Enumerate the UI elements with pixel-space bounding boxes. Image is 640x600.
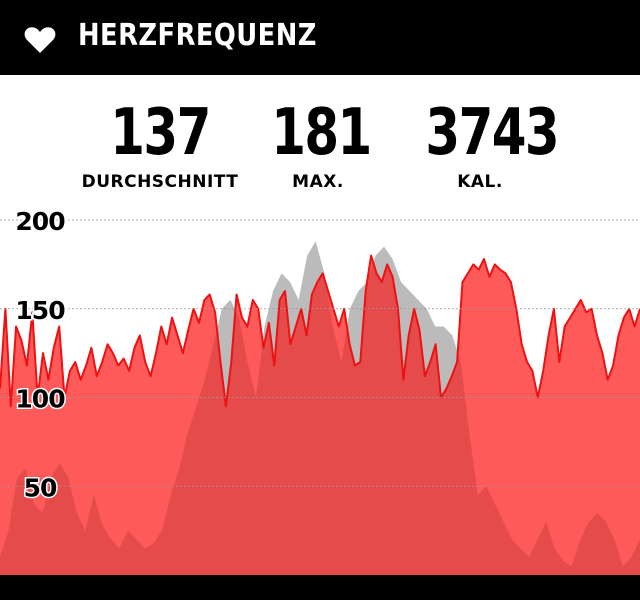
stat-max-label: MAX. <box>292 172 344 192</box>
stat-average-value: 137 <box>110 96 211 170</box>
header-bar: HERZFREQUENZ <box>0 0 640 75</box>
stat-calories-label: KAL. <box>457 172 503 192</box>
stat-calories-value: 3743 <box>425 96 559 170</box>
heart-rate-chart: 200 150 100 50 <box>0 206 640 575</box>
stat-calories: 3743 KAL. <box>410 96 559 192</box>
y-tick-label-50: 50 <box>24 473 57 502</box>
page-title: HERZFREQUENZ <box>78 18 317 53</box>
stat-average-label: DURCHSCHNITT <box>81 172 239 192</box>
stat-max-value: 181 <box>271 96 372 170</box>
y-tick-label-150: 150 <box>15 296 65 325</box>
stat-average: 137 DURCHSCHNITT <box>80 98 240 192</box>
elevation-area <box>0 255 640 575</box>
y-tick-label-100: 100 <box>15 385 65 414</box>
stat-max: 181 MAX. <box>258 98 378 192</box>
y-tick-label-200: 200 <box>15 207 65 236</box>
bottom-bar <box>0 575 640 600</box>
heart-rate-line <box>0 254 640 408</box>
heart-icon <box>24 27 56 53</box>
